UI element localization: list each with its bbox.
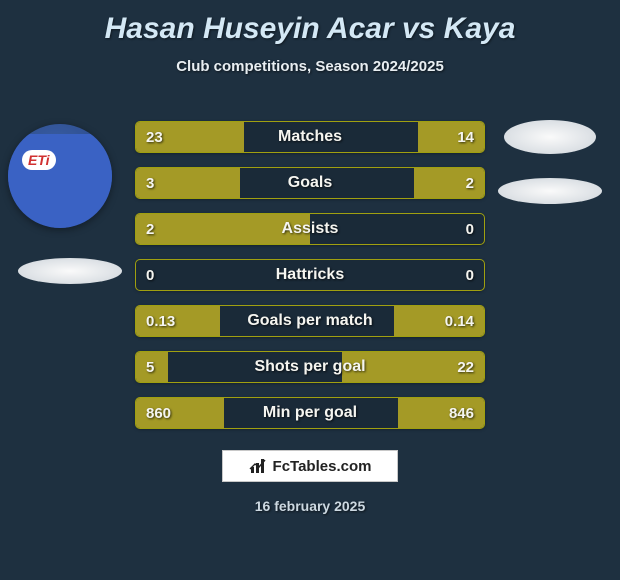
stat-label: Goals bbox=[136, 168, 484, 198]
player-left-avatar: ETi bbox=[8, 124, 112, 228]
jersey-brand: ETi bbox=[22, 150, 56, 170]
stat-row: 860846Min per goal bbox=[136, 398, 484, 428]
logo-text: FcTables.com bbox=[273, 458, 372, 475]
stat-row: 20Assists bbox=[136, 214, 484, 244]
stats-container: 2314Matches 32Goals 20Assists 00Hattricks 0.… bbox=[136, 122, 484, 444]
stat-row: 00Hattricks bbox=[136, 260, 484, 290]
stat-label: Shots per goal bbox=[136, 352, 484, 382]
player-right-avatar bbox=[504, 120, 596, 154]
stat-row: 32Goals bbox=[136, 168, 484, 198]
player-left-name-plate bbox=[18, 258, 122, 284]
stat-row: 0.130.14Goals per match bbox=[136, 306, 484, 336]
stat-label: Goals per match bbox=[136, 306, 484, 336]
subtitle: Club competitions, Season 2024/2025 bbox=[0, 58, 620, 75]
stat-label: Matches bbox=[136, 122, 484, 152]
page-title: Hasan Huseyin Acar vs Kaya bbox=[0, 0, 620, 46]
stat-label: Min per goal bbox=[136, 398, 484, 428]
stat-label: Assists bbox=[136, 214, 484, 244]
stat-row: 2314Matches bbox=[136, 122, 484, 152]
date-label: 16 february 2025 bbox=[0, 498, 620, 514]
chart-icon bbox=[249, 457, 267, 475]
stat-row: 522Shots per goal bbox=[136, 352, 484, 382]
stat-label: Hattricks bbox=[136, 260, 484, 290]
fctables-logo: FcTables.com bbox=[222, 450, 398, 482]
player-right-name-plate bbox=[498, 178, 602, 204]
